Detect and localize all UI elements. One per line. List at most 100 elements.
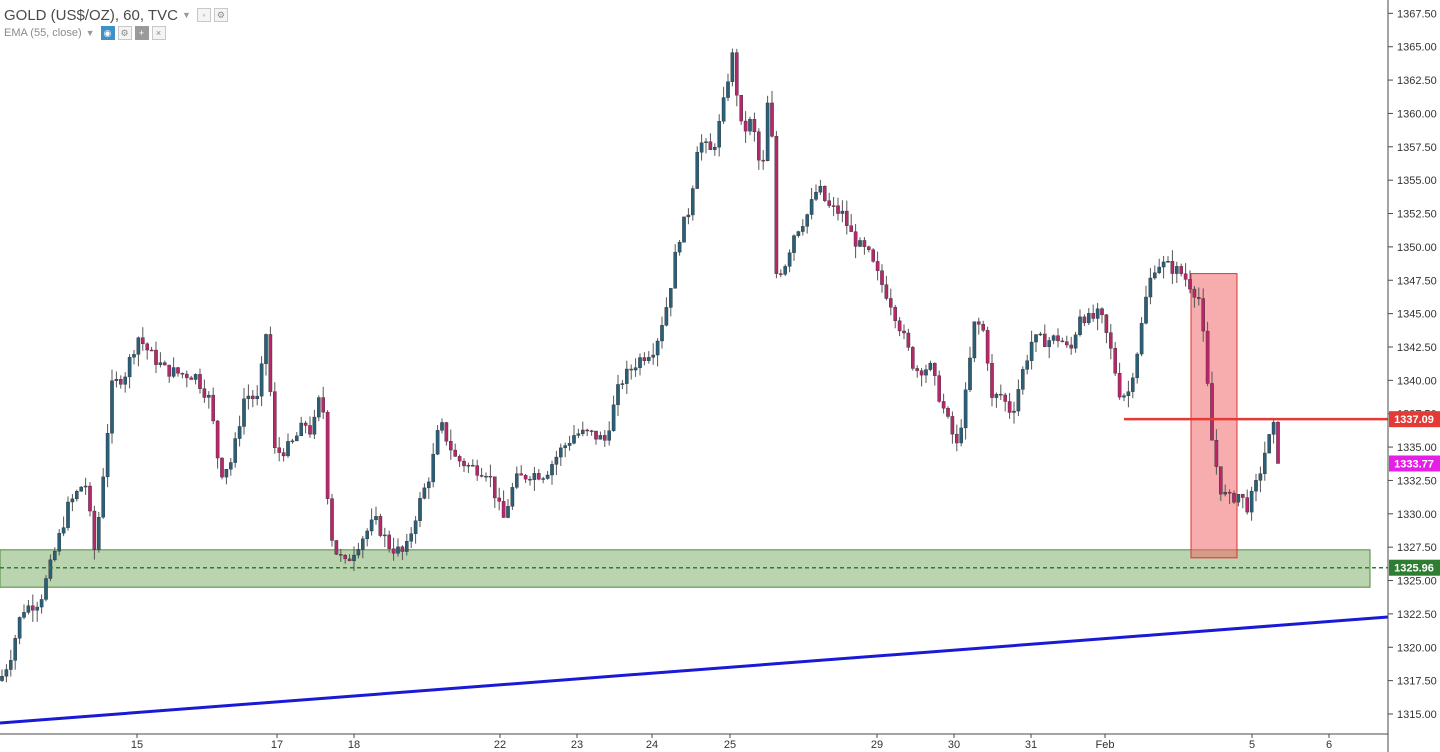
- support-zone[interactable]: [0, 549, 1371, 588]
- price-tick-label: 1322.50: [1397, 609, 1437, 621]
- candle-body: [396, 546, 400, 554]
- candle-body: [1276, 422, 1280, 464]
- candle-body: [44, 578, 48, 600]
- candle-body: [466, 464, 471, 467]
- chevron-down-icon[interactable]: ▼: [181, 10, 191, 20]
- price-tick-label: 1362.50: [1397, 75, 1437, 87]
- candle-body: [347, 558, 352, 562]
- candle-body: [721, 97, 726, 122]
- time-axis: 15 17 18 22 23 24 25 29 30 31 Feb 5 6: [0, 733, 1388, 751]
- candle-body: [862, 240, 867, 247]
- candle-body: [603, 435, 607, 441]
- candle-body: [61, 527, 66, 534]
- candle-body: [198, 374, 202, 389]
- candle-body: [823, 185, 827, 201]
- candle-body: [215, 420, 220, 459]
- candle-body: [202, 388, 207, 398]
- candle-body: [616, 384, 620, 406]
- candle-body: [22, 612, 26, 618]
- candle-body: [35, 606, 39, 611]
- candle-body: [695, 152, 699, 189]
- candle-body: [704, 141, 708, 143]
- candle-body: [1003, 394, 1007, 402]
- candle-body: [906, 332, 911, 348]
- candle-body: [277, 447, 282, 453]
- candle-body: [242, 398, 246, 427]
- candle-body: [757, 131, 761, 161]
- candle-body: [1148, 277, 1153, 298]
- candle-body: [893, 307, 897, 321]
- candle-body: [374, 516, 378, 521]
- candle-body: [928, 363, 933, 370]
- candle-body: [818, 185, 823, 193]
- candle-body: [193, 374, 198, 380]
- candle-body: [691, 188, 695, 216]
- candle-body: [523, 475, 528, 480]
- candle-body: [545, 474, 550, 479]
- candle-body: [176, 367, 180, 374]
- candle-body: [321, 397, 326, 413]
- gear-icon[interactable]: ⚙: [117, 26, 132, 40]
- candle-body: [237, 426, 242, 439]
- candle-body: [836, 205, 840, 214]
- candle-body: [299, 422, 304, 437]
- candle-body: [184, 373, 189, 379]
- candle-body: [871, 249, 875, 262]
- candle-body: [1271, 422, 1276, 435]
- candle-body: [950, 416, 955, 435]
- price-tick-label: 1352.50: [1397, 209, 1437, 221]
- candle-body: [774, 136, 779, 274]
- candle-body: [884, 284, 889, 299]
- candle-body: [449, 441, 453, 451]
- candle-body: [1117, 373, 1122, 398]
- candle-body: [484, 475, 488, 478]
- symbol-title[interactable]: GOLD (US$/OZ), 60, TVC: [4, 6, 178, 24]
- gear-icon[interactable]: ⚙: [213, 8, 228, 22]
- highlight-box[interactable]: [1190, 273, 1238, 559]
- candle-body: [937, 375, 941, 402]
- candle-body: [70, 498, 75, 503]
- candle-body: [250, 395, 255, 400]
- candle-body: [1016, 389, 1021, 412]
- candle-body: [391, 548, 396, 554]
- candle-body: [110, 380, 114, 434]
- candle-body: [858, 240, 862, 247]
- candle-body: [405, 541, 409, 552]
- candle-body: [268, 334, 273, 392]
- candle-body: [919, 370, 924, 376]
- trendline[interactable]: [0, 615, 1389, 725]
- candle-body: [13, 638, 18, 661]
- candle-body: [642, 357, 647, 361]
- candle-body: [330, 498, 334, 541]
- candle-body: [158, 362, 163, 365]
- plus-icon[interactable]: +: [134, 26, 149, 40]
- candle-body: [136, 337, 141, 355]
- time-tick-label: 5: [1249, 739, 1255, 751]
- candle-body: [378, 516, 383, 536]
- candle-body: [273, 391, 277, 448]
- candle-body: [831, 205, 836, 207]
- candle-body: [1214, 440, 1219, 467]
- candle-body: [118, 378, 123, 385]
- candle-body: [664, 307, 669, 326]
- eye-icon[interactable]: ◉: [100, 26, 115, 40]
- time-tick-label: 17: [271, 739, 283, 751]
- price-tick-label: 1317.50: [1397, 676, 1437, 688]
- candle-body: [1174, 266, 1179, 274]
- candle-body: [383, 534, 387, 537]
- candle-body: [1051, 335, 1056, 341]
- candle-body: [915, 368, 919, 371]
- candle-body: [585, 429, 589, 432]
- candle-body: [352, 554, 356, 562]
- candles: [0, 48, 1280, 683]
- settings-icon[interactable]: ◦: [196, 8, 211, 22]
- candle-body: [620, 383, 625, 385]
- close-icon[interactable]: ×: [151, 26, 166, 40]
- candle-body: [88, 485, 92, 512]
- candle-body: [444, 422, 449, 442]
- candle-body: [1108, 332, 1113, 349]
- indicator-label[interactable]: EMA (55, close): [4, 27, 82, 39]
- candle-body: [233, 438, 238, 463]
- chevron-down-icon[interactable]: ▼: [85, 28, 95, 38]
